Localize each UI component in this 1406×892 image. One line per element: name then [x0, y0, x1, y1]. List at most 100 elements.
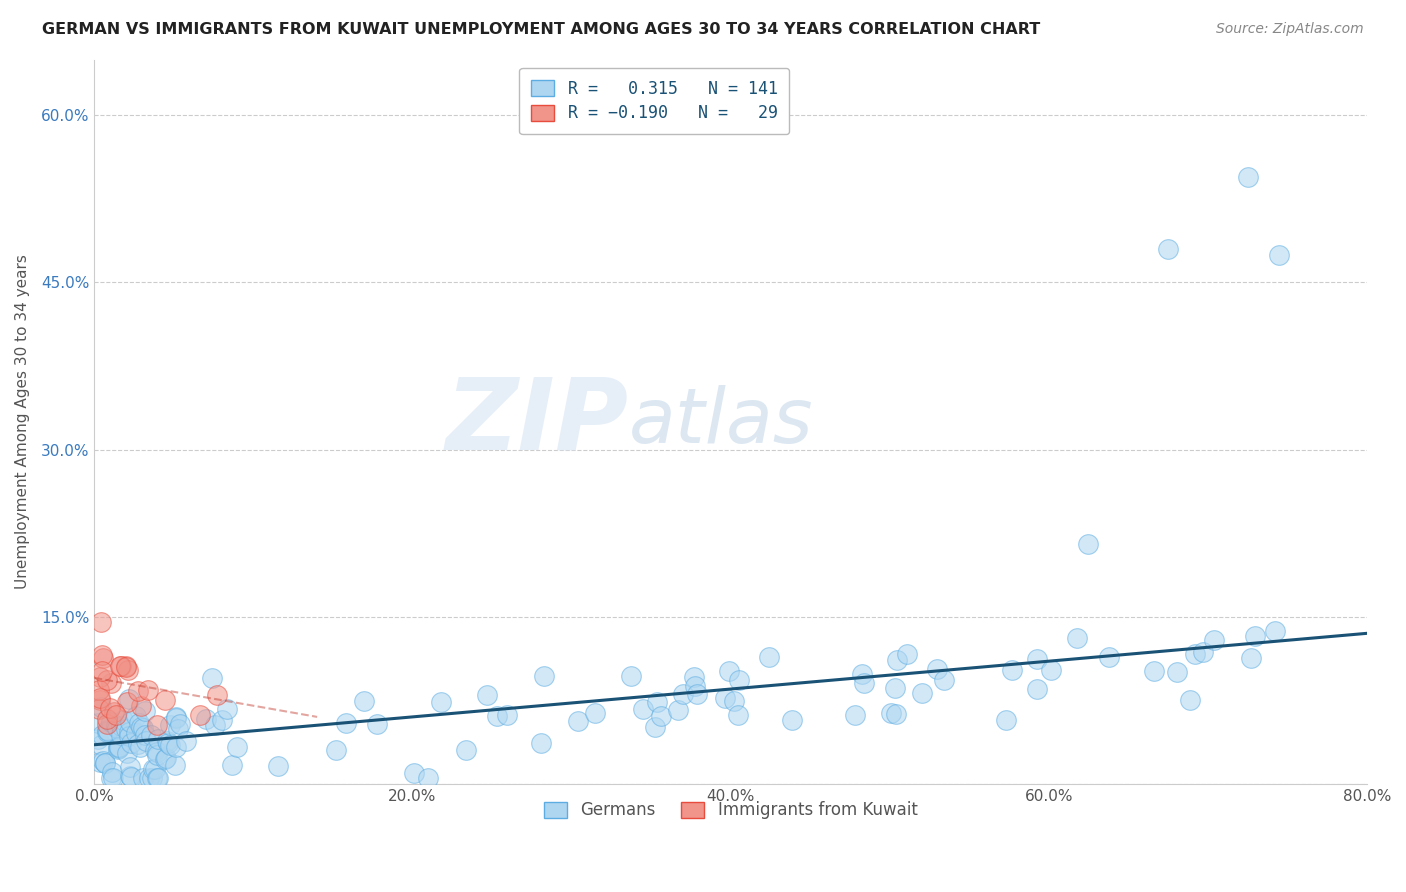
Point: [686, 687, 709, 701]
Point: [96, 712, 118, 726]
Point: [87, 715, 110, 730]
Point: [1191, 645, 1213, 659]
Point: [884, 681, 907, 696]
Point: [120, 736, 142, 750]
Point: [682, 670, 704, 684]
Point: [132, 771, 155, 785]
Point: [90, 700, 112, 714]
Point: [335, 716, 357, 731]
Point: [156, 736, 179, 750]
Point: [128, 716, 150, 731]
Point: [115, 660, 138, 674]
Point: [146, 771, 169, 785]
Point: [132, 721, 155, 735]
Point: [644, 721, 666, 735]
Point: [925, 662, 948, 676]
Point: [142, 762, 165, 776]
Point: [134, 705, 156, 719]
Point: [101, 771, 124, 785]
Point: [267, 758, 290, 772]
Point: [100, 771, 122, 785]
Point: [112, 713, 135, 727]
Point: [103, 705, 125, 719]
Point: [115, 722, 138, 736]
Point: [165, 740, 187, 755]
Point: [728, 673, 751, 687]
Point: [1077, 537, 1099, 551]
Point: [96, 723, 118, 738]
Point: [886, 653, 908, 667]
Point: [1000, 664, 1022, 678]
Legend: Germans, Immigrants from Kuwait: Germans, Immigrants from Kuwait: [537, 795, 924, 826]
Point: [165, 710, 187, 724]
Point: [101, 764, 124, 779]
Point: [215, 702, 238, 716]
Point: [567, 714, 589, 728]
Point: [129, 699, 152, 714]
Point: [1026, 652, 1049, 666]
Point: [89, 693, 111, 707]
Point: [758, 649, 780, 664]
Point: [139, 728, 162, 742]
Point: [89, 670, 111, 684]
Point: [844, 707, 866, 722]
Point: [136, 682, 159, 697]
Point: [666, 703, 689, 717]
Point: [91, 728, 114, 742]
Point: [159, 718, 181, 732]
Point: [104, 707, 127, 722]
Point: [153, 752, 176, 766]
Point: [90, 738, 112, 752]
Text: Source: ZipAtlas.com: Source: ZipAtlas.com: [1216, 22, 1364, 37]
Point: [107, 742, 129, 756]
Point: [1243, 629, 1265, 643]
Point: [713, 691, 735, 706]
Point: [118, 760, 141, 774]
Point: [685, 679, 707, 693]
Point: [672, 687, 695, 701]
Point: [141, 771, 163, 785]
Point: [717, 664, 740, 678]
Point: [129, 740, 152, 755]
Point: [146, 745, 169, 759]
Point: [995, 713, 1018, 727]
Point: [205, 689, 228, 703]
Point: [127, 737, 149, 751]
Point: [633, 702, 655, 716]
Point: [1143, 664, 1166, 678]
Point: [647, 694, 669, 708]
Point: [118, 729, 141, 743]
Point: [117, 692, 139, 706]
Point: [118, 769, 141, 783]
Point: [96, 725, 118, 739]
Point: [96, 673, 118, 688]
Text: atlas: atlas: [628, 384, 813, 458]
Point: [146, 748, 169, 763]
Point: [125, 708, 148, 723]
Point: [896, 648, 918, 662]
Point: [100, 715, 122, 730]
Point: [225, 740, 247, 755]
Point: [1157, 242, 1180, 256]
Point: [110, 659, 132, 673]
Point: [118, 725, 141, 739]
Point: [94, 756, 117, 771]
Point: [1268, 247, 1291, 261]
Point: [169, 717, 191, 731]
Point: [211, 713, 233, 727]
Point: [165, 758, 187, 772]
Point: [1166, 665, 1188, 679]
Point: [159, 738, 181, 752]
Point: [879, 706, 901, 720]
Point: [723, 694, 745, 708]
Point: [148, 731, 170, 746]
Point: [496, 708, 519, 723]
Point: [107, 741, 129, 756]
Point: [166, 711, 188, 725]
Point: [138, 771, 160, 785]
Point: [353, 694, 375, 708]
Point: [416, 771, 439, 785]
Point: [120, 714, 142, 729]
Point: [1184, 647, 1206, 661]
Point: [155, 750, 177, 764]
